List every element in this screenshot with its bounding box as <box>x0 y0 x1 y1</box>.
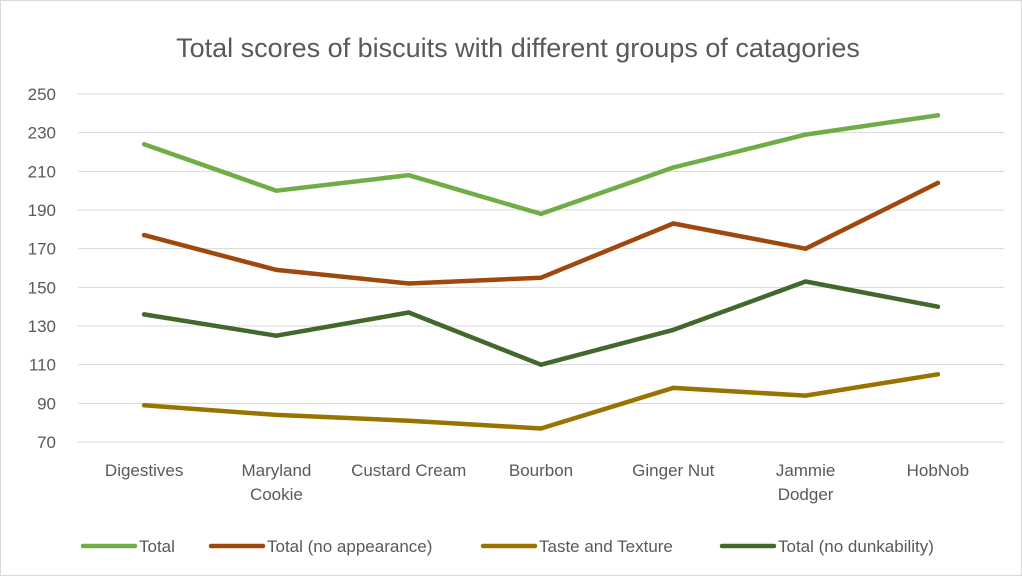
x-tick-label: HobNob <box>907 461 969 480</box>
x-tick-label-line: Custard Cream <box>351 461 466 480</box>
x-tick-label: Custard Cream <box>351 461 466 480</box>
x-tick-label-line: Jammie <box>776 461 836 480</box>
data-point <box>803 279 808 284</box>
y-tick-label: 150 <box>28 278 56 297</box>
x-tick-label-line: Cookie <box>250 485 303 504</box>
x-tick-label: Digestives <box>105 461 183 480</box>
legend-label: Total (no appearance) <box>267 537 432 556</box>
data-point <box>935 304 941 309</box>
x-tick-label-line: Bourbon <box>509 461 573 480</box>
series-line-3 <box>141 372 941 431</box>
legend-label: Total <box>139 537 175 556</box>
data-point <box>803 393 808 398</box>
data-point <box>538 362 544 367</box>
series-line-1 <box>141 113 941 217</box>
y-tick-label: 230 <box>28 124 56 143</box>
data-point <box>671 327 676 333</box>
series-line-2 <box>141 180 941 286</box>
data-point <box>671 221 676 226</box>
series-lines <box>141 113 941 431</box>
data-point <box>538 211 544 217</box>
data-point <box>406 418 411 423</box>
y-tick-label: 70 <box>37 433 56 452</box>
y-tick-label: 210 <box>28 162 56 181</box>
x-tick-label: Maryland Cookie <box>241 461 311 504</box>
y-tick-label: 90 <box>37 394 56 413</box>
x-axis-ticks: Digestives Maryland Cookie Custard Cream Bou… <box>105 461 969 504</box>
legend: Total Total (no appearance) Taste and Text… <box>80 537 934 556</box>
chart-title: Total scores of biscuits with different … <box>176 33 860 63</box>
data-point <box>406 281 411 286</box>
data-point <box>671 165 676 170</box>
data-point <box>406 173 411 178</box>
data-point <box>274 412 279 418</box>
x-tick-label: Bourbon <box>509 461 573 480</box>
series-line-4 <box>141 279 941 367</box>
x-tick-label-line: Dodger <box>778 485 834 504</box>
x-tick-label-line: Maryland <box>241 461 311 480</box>
y-tick-label: 170 <box>28 240 56 259</box>
data-point <box>141 312 147 317</box>
legend-item: Total <box>80 537 175 556</box>
data-point <box>935 372 941 377</box>
data-point <box>141 232 147 238</box>
data-point <box>935 113 941 118</box>
y-tick-label: 130 <box>28 317 56 336</box>
data-point <box>141 142 147 147</box>
y-axis-ticks: 70 90 110 130 150 170 190 210 230 250 <box>28 85 56 452</box>
x-tick-label-line: Ginger Nut <box>632 461 714 480</box>
data-point <box>935 180 941 186</box>
x-tick-label-line: Digestives <box>105 461 183 480</box>
y-tick-label: 190 <box>28 201 56 220</box>
legend-item: Total (no appearance) <box>208 537 432 556</box>
y-tick-label: 110 <box>29 356 56 375</box>
y-tick-label: 250 <box>28 85 56 104</box>
data-point <box>274 267 279 273</box>
data-point <box>803 246 808 251</box>
data-point <box>671 385 676 391</box>
x-tick-label: Jammie Dodger <box>776 461 836 504</box>
data-point <box>141 403 147 408</box>
data-point <box>274 333 279 338</box>
legend-label: Taste and Texture <box>539 537 673 556</box>
data-point <box>803 132 808 137</box>
data-point <box>538 426 544 431</box>
data-point <box>406 310 411 315</box>
legend-item: Taste and Texture <box>480 537 673 556</box>
x-tick-label-line: HobNob <box>907 461 969 480</box>
gridlines <box>78 93 1004 443</box>
legend-item: Total (no dunkability) <box>719 537 934 556</box>
legend-label: Total (no dunkability) <box>778 537 934 556</box>
data-point <box>274 188 279 193</box>
x-tick-label: Ginger Nut <box>632 461 714 480</box>
data-point <box>538 275 544 280</box>
